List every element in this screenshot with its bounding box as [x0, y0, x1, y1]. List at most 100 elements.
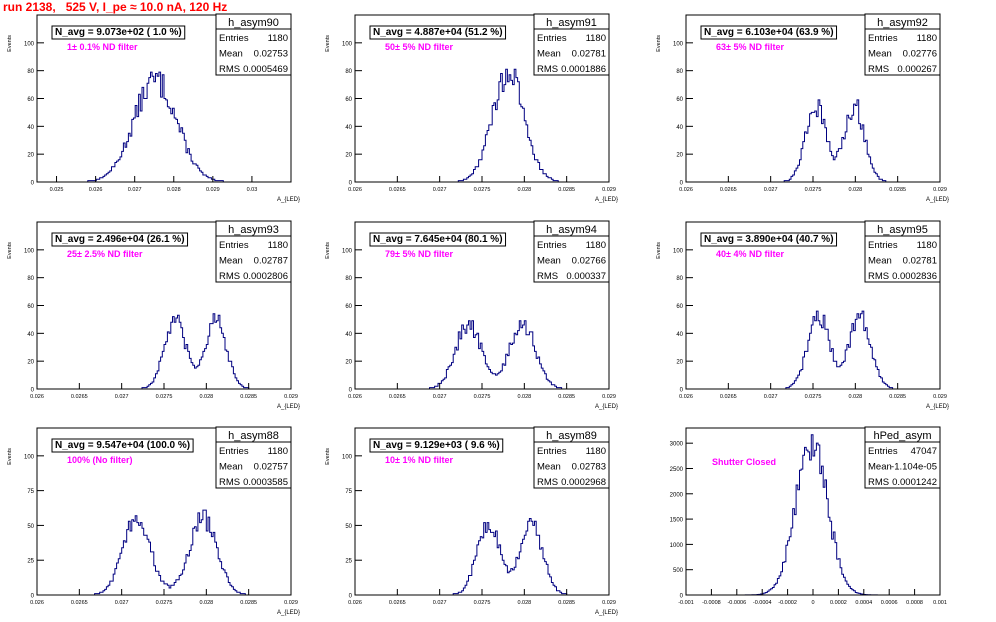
stats-label-rms: RMS: [537, 64, 558, 75]
histogram-panel-h_asym91: 0 20 40 60 80 100 0.026 0.0265 0.027 0.0275 0.028 0…: [325, 13, 618, 203]
histogram-name: h_asym95: [877, 224, 928, 236]
histogram-panel-h_asym92: 0 20 40 60 80 100 0.026 0.0265 0.027 0.0275 0.028 0…: [656, 13, 949, 203]
histogram-panel-h_asym89: 0 25 50 75 100 0.026 0.0265 0.027 0.0275 0.028 0.0…: [325, 426, 618, 616]
histogram-panel-h_asym93: 0 20 40 60 80 100 0.026 0.0265 0.027 0.0275 0.028 0…: [7, 220, 300, 410]
x-tick-label: 0.0275: [156, 600, 173, 606]
histogram-name: hPed_asym: [873, 430, 931, 442]
x-tick-label: 0.0275: [474, 394, 491, 400]
x-axis-label: A_{LED}: [277, 404, 300, 410]
y-tick-label: 0: [31, 181, 35, 187]
x-tick-label: 0.0285: [889, 187, 906, 193]
stats-label-mean: Mean: [868, 49, 892, 60]
stats-label-entries: Entries: [868, 240, 898, 251]
y-tick-label: 0: [349, 181, 353, 187]
stats-label-mean: Mean: [537, 462, 561, 473]
x-tick-label: 0.028: [167, 187, 181, 193]
x-tick-label: 0.0285: [240, 394, 257, 400]
stats-value-rms: 0.0002806: [243, 271, 288, 282]
x-tick-label: -0.0002: [778, 600, 797, 606]
stats-value-entries: 1180: [917, 33, 937, 44]
x-tick-label: 0.0265: [720, 394, 737, 400]
y-tick-label: 1500: [670, 518, 684, 524]
histogram-panel-h_asym94: 0 20 40 60 80 100 0.026 0.0265 0.027 0.0275 0.028 0…: [325, 220, 618, 410]
x-tick-label: 0.0265: [389, 187, 406, 193]
stats-box: [864, 426, 941, 489]
filter-annotation: 100% (No filter): [67, 455, 133, 465]
x-tick-label: 0.029: [284, 394, 298, 400]
y-tick-label: 60: [676, 304, 683, 310]
histogram-name: h_asym94: [546, 224, 597, 236]
histogram-line: [355, 68, 609, 183]
x-tick-label: 0.025: [50, 187, 64, 193]
y-tick-label: 100: [342, 41, 353, 47]
y-tick-label: 20: [27, 360, 34, 366]
stats-value-rms: 0.000337: [566, 271, 606, 282]
stats-value-entries: 1180: [586, 33, 606, 44]
stats-value-mean: 0.02753: [254, 49, 288, 60]
x-tick-label: -0.001: [678, 600, 694, 606]
stats-value-entries: 1180: [586, 240, 606, 251]
x-tick-label: 0.027: [764, 394, 778, 400]
navg-title-box: [369, 25, 507, 40]
x-axis-label: A_{LED}: [926, 197, 949, 203]
histogram-name: h_asym90: [228, 17, 279, 29]
stats-label-mean: Mean: [868, 256, 892, 267]
y-tick-label: 80: [345, 69, 352, 75]
x-tick-label: -0.0006: [727, 600, 746, 606]
stats-label-entries: Entries: [868, 33, 898, 44]
x-tick-label: 0.028: [848, 394, 862, 400]
y-axis-label: Events: [325, 35, 331, 52]
x-tick-label: 0.0008: [906, 600, 923, 606]
x-tick-label: 0.0265: [389, 600, 406, 606]
histogram-panel-h_asym88: 0 25 50 75 100 0.026 0.0265 0.027 0.0275 0.028 0.0…: [7, 426, 300, 616]
stats-box: [215, 220, 292, 283]
y-tick-label: 0: [680, 594, 684, 600]
x-tick-label: 0.026: [348, 600, 362, 606]
x-tick-label: 0.026: [89, 187, 103, 193]
stats-label-entries: Entries: [537, 33, 567, 44]
stats-label-mean: Mean: [219, 462, 243, 473]
x-tick-label: 0.028: [199, 600, 213, 606]
y-axis-label: Events: [656, 242, 662, 259]
stats-value-mean: 0.02776: [903, 49, 937, 60]
x-tick-label: 0.0006: [881, 600, 898, 606]
filter-annotation: 79± 5% ND filter: [385, 249, 453, 259]
y-tick-label: 0: [31, 388, 35, 394]
navg-title: N_avg = 9.129e+03 ( 9.6 %): [373, 440, 500, 451]
x-tick-label: 0.0285: [558, 394, 575, 400]
stats-value-rms: 0.0002968: [561, 477, 606, 488]
stats-label-entries: Entries: [537, 240, 567, 251]
y-tick-label: 80: [345, 276, 352, 282]
y-tick-label: 100: [24, 248, 35, 254]
x-tick-label: 0.0275: [474, 187, 491, 193]
x-tick-label: 0.026: [679, 187, 693, 193]
stats-value-mean: -1.104e-05: [891, 462, 937, 473]
stats-label-mean: Mean: [537, 49, 561, 60]
x-tick-label: 0.028: [848, 187, 862, 193]
x-tick-label: 0.029: [933, 187, 947, 193]
y-tick-label: 40: [27, 125, 34, 131]
histogram-panel-h_asym95: 0 20 40 60 80 100 0.026 0.0265 0.027 0.0275 0.028 0…: [656, 220, 949, 410]
x-tick-label: 0.028: [517, 394, 531, 400]
stats-value-rms: 0.0003585: [243, 477, 288, 488]
x-tick-label: 0.0285: [240, 600, 257, 606]
stats-label-rms: RMS: [219, 271, 240, 282]
y-tick-label: 2500: [670, 467, 684, 473]
stats-label-rms: RMS: [219, 477, 240, 488]
x-tick-label: 0.029: [602, 187, 616, 193]
stats-value-entries: 1180: [268, 240, 288, 251]
y-tick-label: 100: [24, 41, 35, 47]
navg-title: N_avg = 6.103e+04 (63.9 %): [704, 27, 834, 38]
y-axis-label: Events: [325, 448, 331, 465]
histogram-name: h_asym88: [228, 430, 279, 442]
x-tick-label: 0.0002: [830, 600, 847, 606]
y-tick-label: 0: [349, 594, 353, 600]
x-tick-label: 0.0275: [474, 600, 491, 606]
stats-value-mean: 0.02781: [903, 256, 937, 267]
y-tick-label: 80: [27, 69, 34, 75]
y-tick-label: 25: [27, 559, 34, 565]
y-tick-label: 20: [676, 360, 683, 366]
stats-value-mean: 0.02783: [572, 462, 606, 473]
x-tick-label: 0.0275: [805, 187, 822, 193]
y-tick-label: 40: [345, 332, 352, 338]
